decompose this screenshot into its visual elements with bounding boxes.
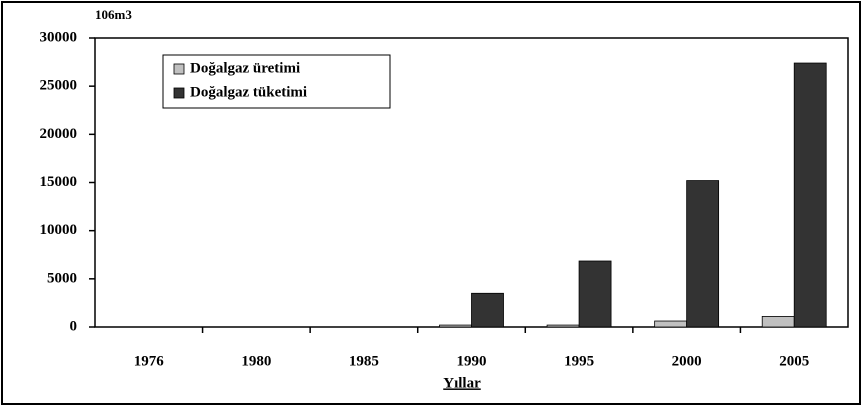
bar	[793, 62, 827, 328]
bar	[686, 180, 720, 328]
y-tick-label: 15000	[40, 174, 78, 190]
y-tick-label: 30000	[40, 29, 78, 45]
y-tick-label: 25000	[40, 78, 78, 94]
x-tick-label: 2000	[672, 353, 702, 369]
bar	[654, 320, 688, 328]
legend-label: Doğalgaz tüketimi	[190, 84, 307, 100]
legend-swatch	[173, 87, 185, 99]
x-tick-label: 2005	[779, 353, 809, 369]
bar	[471, 292, 504, 328]
legend-swatch	[173, 63, 185, 75]
y-tick-label: 5000	[47, 270, 77, 286]
x-tick-label: 1985	[349, 353, 379, 369]
x-axis-label: Yıllar	[443, 375, 481, 391]
bar	[578, 260, 612, 328]
y-tick-label: 10000	[40, 222, 78, 238]
unit-label: 106m3	[95, 7, 132, 22]
x-tick-label: 1995	[564, 353, 594, 369]
legend-box	[162, 54, 391, 109]
x-tick-label: 1980	[241, 353, 271, 369]
x-tick-label: 1976	[134, 353, 165, 369]
bar	[761, 316, 795, 328]
bar	[546, 324, 580, 328]
x-tick-label: 1990	[457, 353, 487, 369]
y-tick-label: 0	[70, 318, 78, 334]
legend-label: Doğalgaz üretimi	[190, 60, 300, 76]
bar	[439, 324, 472, 328]
y-tick-label: 20000	[40, 126, 78, 142]
